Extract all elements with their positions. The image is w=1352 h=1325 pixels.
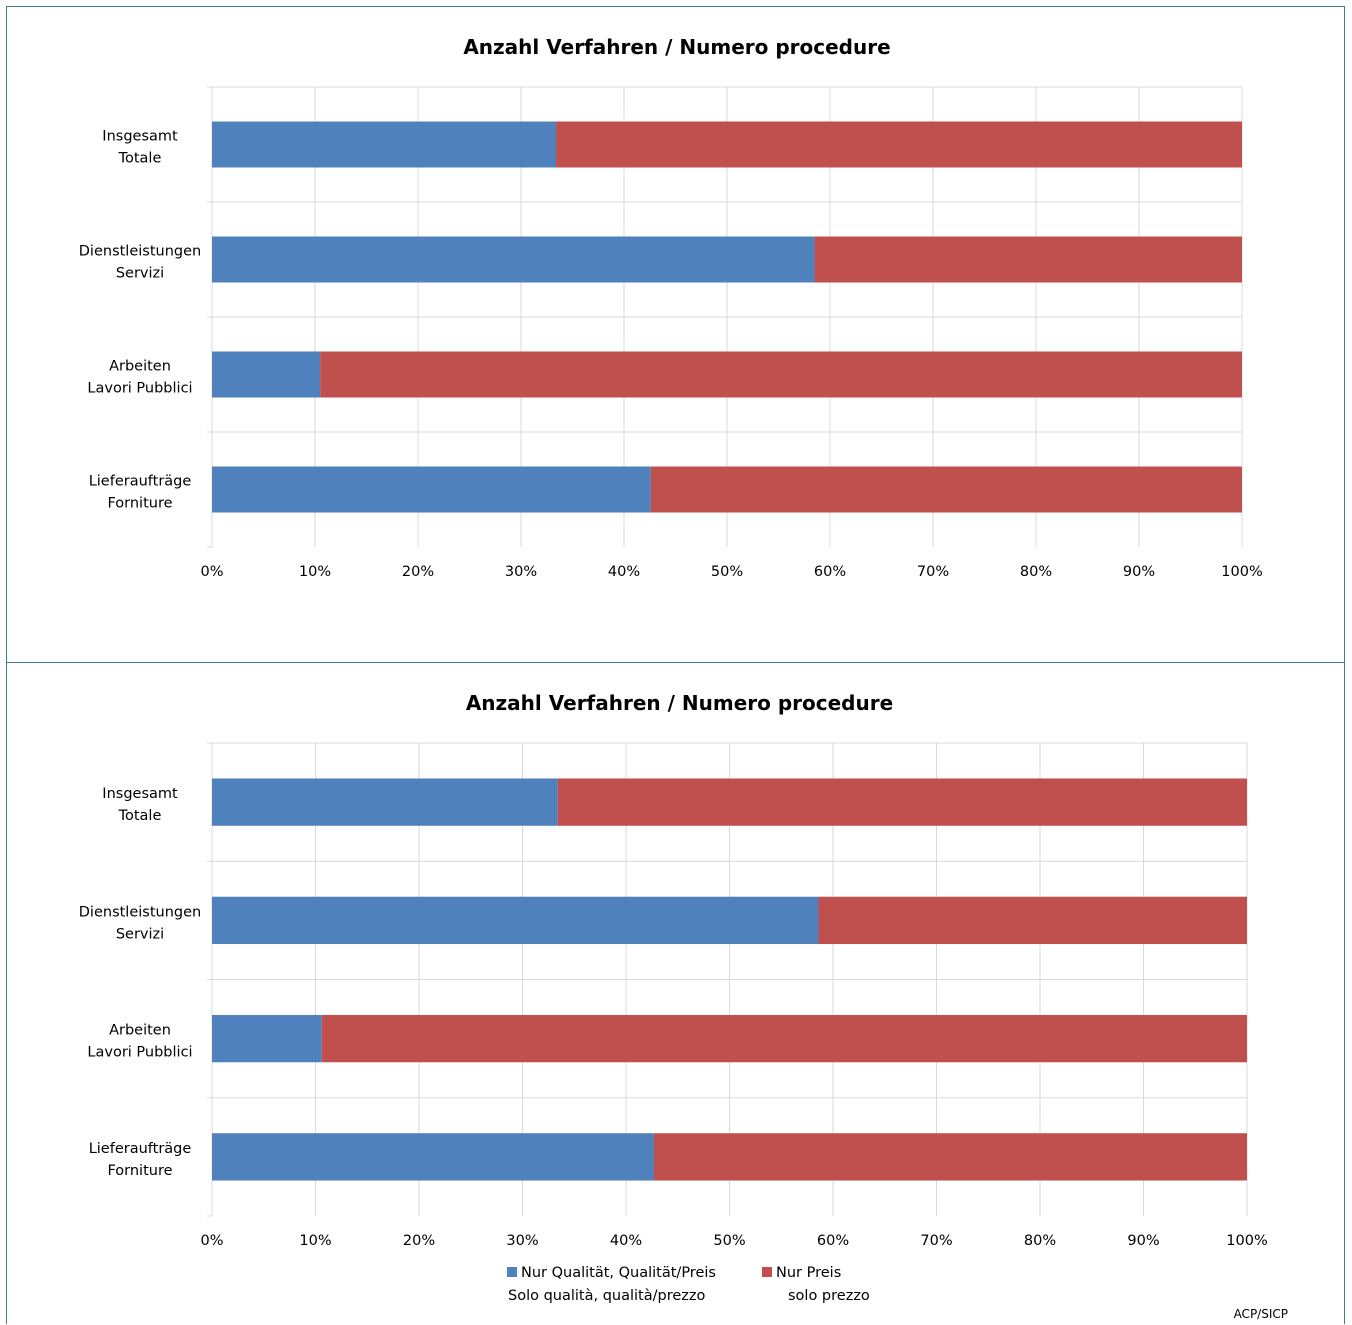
category-label: Servizi — [116, 266, 164, 282]
category-label: Totale — [118, 151, 162, 167]
bar-series-2 — [814, 236, 1242, 283]
legend-swatch — [762, 1267, 772, 1277]
x-tick-label: 10% — [299, 1233, 331, 1249]
x-tick-label: 80% — [1024, 1233, 1056, 1249]
category-label: Dienstleistungen — [79, 244, 201, 260]
x-tick-label: 0% — [200, 564, 223, 580]
legend-label: Nur Preis — [776, 1265, 841, 1281]
stacked-bar-chart-bottom: Anzahl Verfahren / Numero procedure 0% 10%… — [79, 691, 1288, 1321]
x-tick-label: 50% — [713, 1233, 745, 1249]
x-tick-label: 60% — [814, 564, 846, 580]
bar-series-2 — [320, 351, 1242, 398]
x-tick-label: 100% — [1226, 1233, 1267, 1249]
legend-label: Solo qualità, qualità/prezzo — [508, 1288, 705, 1304]
x-tick-label: 70% — [920, 1233, 952, 1249]
x-tick-label: 30% — [505, 564, 537, 580]
bar-series-2 — [650, 466, 1242, 513]
x-tick-label: 60% — [817, 1233, 849, 1249]
bar-series-1 — [212, 466, 651, 513]
x-tick-label: 40% — [610, 1233, 642, 1249]
category-label: Forniture — [107, 1163, 172, 1179]
category-label: Lavori Pubblici — [87, 1045, 192, 1061]
x-tick-label: 30% — [506, 1233, 538, 1249]
bar-series-2 — [321, 1014, 1248, 1063]
chart-title: Anzahl Verfahren / Numero procedure — [466, 691, 893, 715]
category-label: Dienstleistungen — [79, 904, 201, 920]
x-tick-label: 0% — [200, 1233, 223, 1249]
bar-series-1 — [212, 778, 558, 826]
x-tick-label: 100% — [1221, 564, 1262, 580]
category-label: Servizi — [116, 926, 164, 942]
x-tick-label: 90% — [1127, 1233, 1159, 1249]
x-tick-label: 20% — [403, 1233, 435, 1249]
bar-series-1 — [212, 896, 819, 945]
x-tick-label: 80% — [1020, 564, 1052, 580]
x-tick-label: 90% — [1123, 564, 1155, 580]
x-tick-label: 20% — [402, 564, 434, 580]
bar-series-1 — [212, 351, 321, 398]
x-tick-label: 10% — [299, 564, 331, 580]
bar-series-1 — [212, 1133, 654, 1181]
category-label: Totale — [118, 808, 162, 824]
category-label: Lieferaufträge — [89, 1141, 192, 1157]
chart-panel-top: Anzahl Verfahren / Numero procedure 0% 10%… — [6, 6, 1345, 663]
x-tick-label: 50% — [711, 564, 743, 580]
bar-series-2 — [556, 121, 1242, 168]
bar-series-2 — [557, 778, 1247, 826]
x-tick-label: 70% — [917, 564, 949, 580]
bar-series-1 — [212, 121, 557, 168]
x-tick-label: 40% — [608, 564, 640, 580]
bar-series-2 — [653, 1133, 1247, 1181]
category-label: Forniture — [107, 496, 172, 512]
chart-title: Anzahl Verfahren / Numero procedure — [463, 35, 890, 59]
category-label: Arbeiten — [109, 1023, 171, 1039]
chart-panel-bottom: Anzahl Verfahren / Numero procedure 0% 10%… — [6, 662, 1345, 1324]
category-label: Lavori Pubblici — [87, 381, 192, 397]
legend-swatch — [507, 1267, 517, 1277]
category-label: Insgesamt — [102, 129, 178, 145]
legend-label: Nur Qualität, Qualität/Preis — [521, 1265, 716, 1281]
category-label: Lieferaufträge — [89, 474, 192, 490]
source-label: ACP/SICP — [1234, 1307, 1288, 1321]
bar-series-2 — [818, 896, 1247, 945]
stacked-bar-chart-top: Anzahl Verfahren / Numero procedure 0% 10%… — [79, 35, 1263, 580]
category-label: Arbeiten — [109, 359, 171, 375]
legend-label: solo prezzo — [788, 1288, 870, 1304]
bar-series-1 — [212, 1014, 322, 1063]
bar-series-1 — [212, 236, 815, 283]
category-label: Insgesamt — [102, 786, 178, 802]
